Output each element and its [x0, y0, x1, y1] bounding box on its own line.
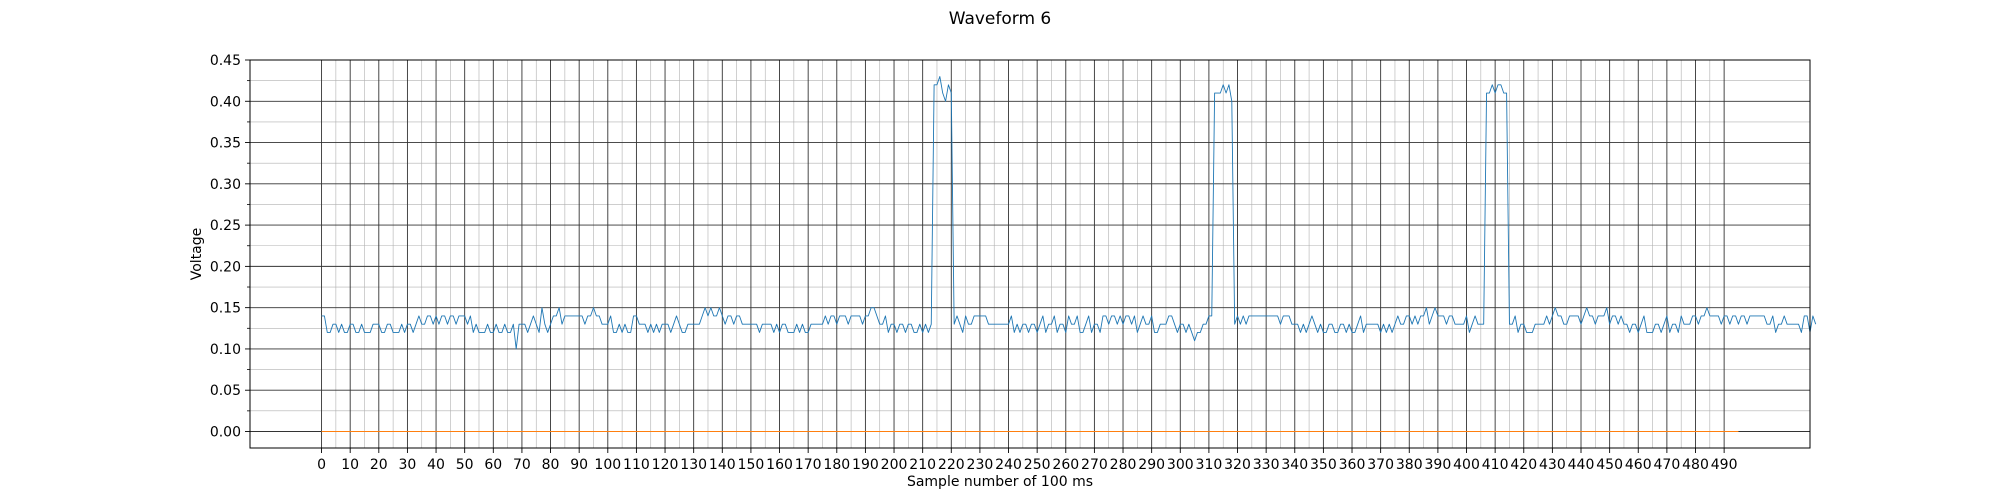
- x-tick-label: 100: [594, 457, 621, 473]
- x-tick-label: 190: [852, 457, 879, 473]
- y-tick-label: 0.05: [210, 383, 241, 399]
- x-axis-title: Sample number of 100 ms: [907, 474, 1093, 490]
- x-tick-label: 90: [570, 457, 588, 473]
- x-tick-label: 360: [1339, 457, 1366, 473]
- x-tick-label: 390: [1425, 457, 1452, 473]
- y-axis-ticks: 0.00 0.05 0.10 0.15 0.20 0.25 0.30 0.35 0.40 0.45: [210, 53, 250, 440]
- x-tick-label: 130: [680, 457, 707, 473]
- plot-series: [321, 76, 1817, 432]
- x-tick-label: 260: [1052, 457, 1079, 473]
- x-tick-label: 50: [456, 457, 474, 473]
- x-tick-label: 220: [938, 457, 965, 473]
- x-tick-label: 20: [370, 457, 388, 473]
- x-tick-label: 210: [909, 457, 936, 473]
- x-tick-label: 140: [709, 457, 736, 473]
- y-tick-label: 0.10: [210, 342, 241, 358]
- x-tick-label: 10: [341, 457, 359, 473]
- x-tick-label: 400: [1453, 457, 1480, 473]
- x-tick-label: 330: [1253, 457, 1280, 473]
- x-tick-label: 470: [1654, 457, 1681, 473]
- x-tick-label: 300: [1167, 457, 1194, 473]
- x-tick-label: 380: [1396, 457, 1423, 473]
- x-tick-label: 350: [1310, 457, 1337, 473]
- x-axis-ticks: 0 10 20 30 40 50 60 70 80 90 100 110 120 130 140 150 160…: [317, 448, 1737, 473]
- chart-title: Waveform 6: [949, 9, 1052, 29]
- x-tick-label: 120: [652, 457, 679, 473]
- major-grid: [250, 59, 1810, 448]
- y-tick-label: 0.35: [210, 136, 241, 152]
- x-tick-label: 460: [1625, 457, 1652, 473]
- x-tick-label: 40: [427, 457, 445, 473]
- x-tick-label: 410: [1482, 457, 1509, 473]
- x-tick-label: 160: [766, 457, 793, 473]
- x-tick-label: 480: [1682, 457, 1709, 473]
- x-tick-label: 180: [823, 457, 850, 473]
- x-tick-label: 270: [1081, 457, 1108, 473]
- y-axis-title: Voltage: [189, 228, 205, 281]
- minor-grid: [250, 60, 1810, 448]
- x-tick-label: 450: [1596, 457, 1623, 473]
- x-tick-label: 370: [1367, 457, 1394, 473]
- y-tick-label: 0.25: [210, 218, 241, 234]
- x-tick-label: 250: [1024, 457, 1051, 473]
- x-tick-label: 170: [795, 457, 822, 473]
- x-tick-label: 320: [1224, 457, 1251, 473]
- x-tick-label: 340: [1281, 457, 1308, 473]
- plot-frame: [249, 59, 1811, 449]
- x-tick-label: 290: [1138, 457, 1165, 473]
- x-tick-label: 230: [967, 457, 994, 473]
- y-tick-label: 0.45: [210, 53, 241, 69]
- x-tick-label: 240: [995, 457, 1022, 473]
- x-tick-label: 80: [542, 457, 560, 473]
- x-tick-label: 440: [1568, 457, 1595, 473]
- x-tick-label: 420: [1510, 457, 1537, 473]
- x-tick-label: 200: [881, 457, 908, 473]
- x-tick-label: 490: [1711, 457, 1738, 473]
- y-tick-label: 0.20: [210, 259, 241, 275]
- x-tick-label: 310: [1196, 457, 1223, 473]
- y-tick-label: 0.15: [210, 301, 241, 317]
- y-tick-label: 0.00: [210, 424, 241, 440]
- x-tick-label: 30: [399, 457, 417, 473]
- x-tick-label: 60: [484, 457, 502, 473]
- x-tick-label: 430: [1539, 457, 1566, 473]
- y-tick-label: 0.40: [210, 94, 241, 110]
- x-tick-label: 110: [623, 457, 650, 473]
- y-tick-label: 0.30: [210, 177, 241, 193]
- x-tick-label: 150: [738, 457, 765, 473]
- x-tick-label: 0: [317, 457, 326, 473]
- series-line-0: [321, 76, 1817, 350]
- x-tick-label: 70: [513, 457, 531, 473]
- x-tick-label: 280: [1110, 457, 1137, 473]
